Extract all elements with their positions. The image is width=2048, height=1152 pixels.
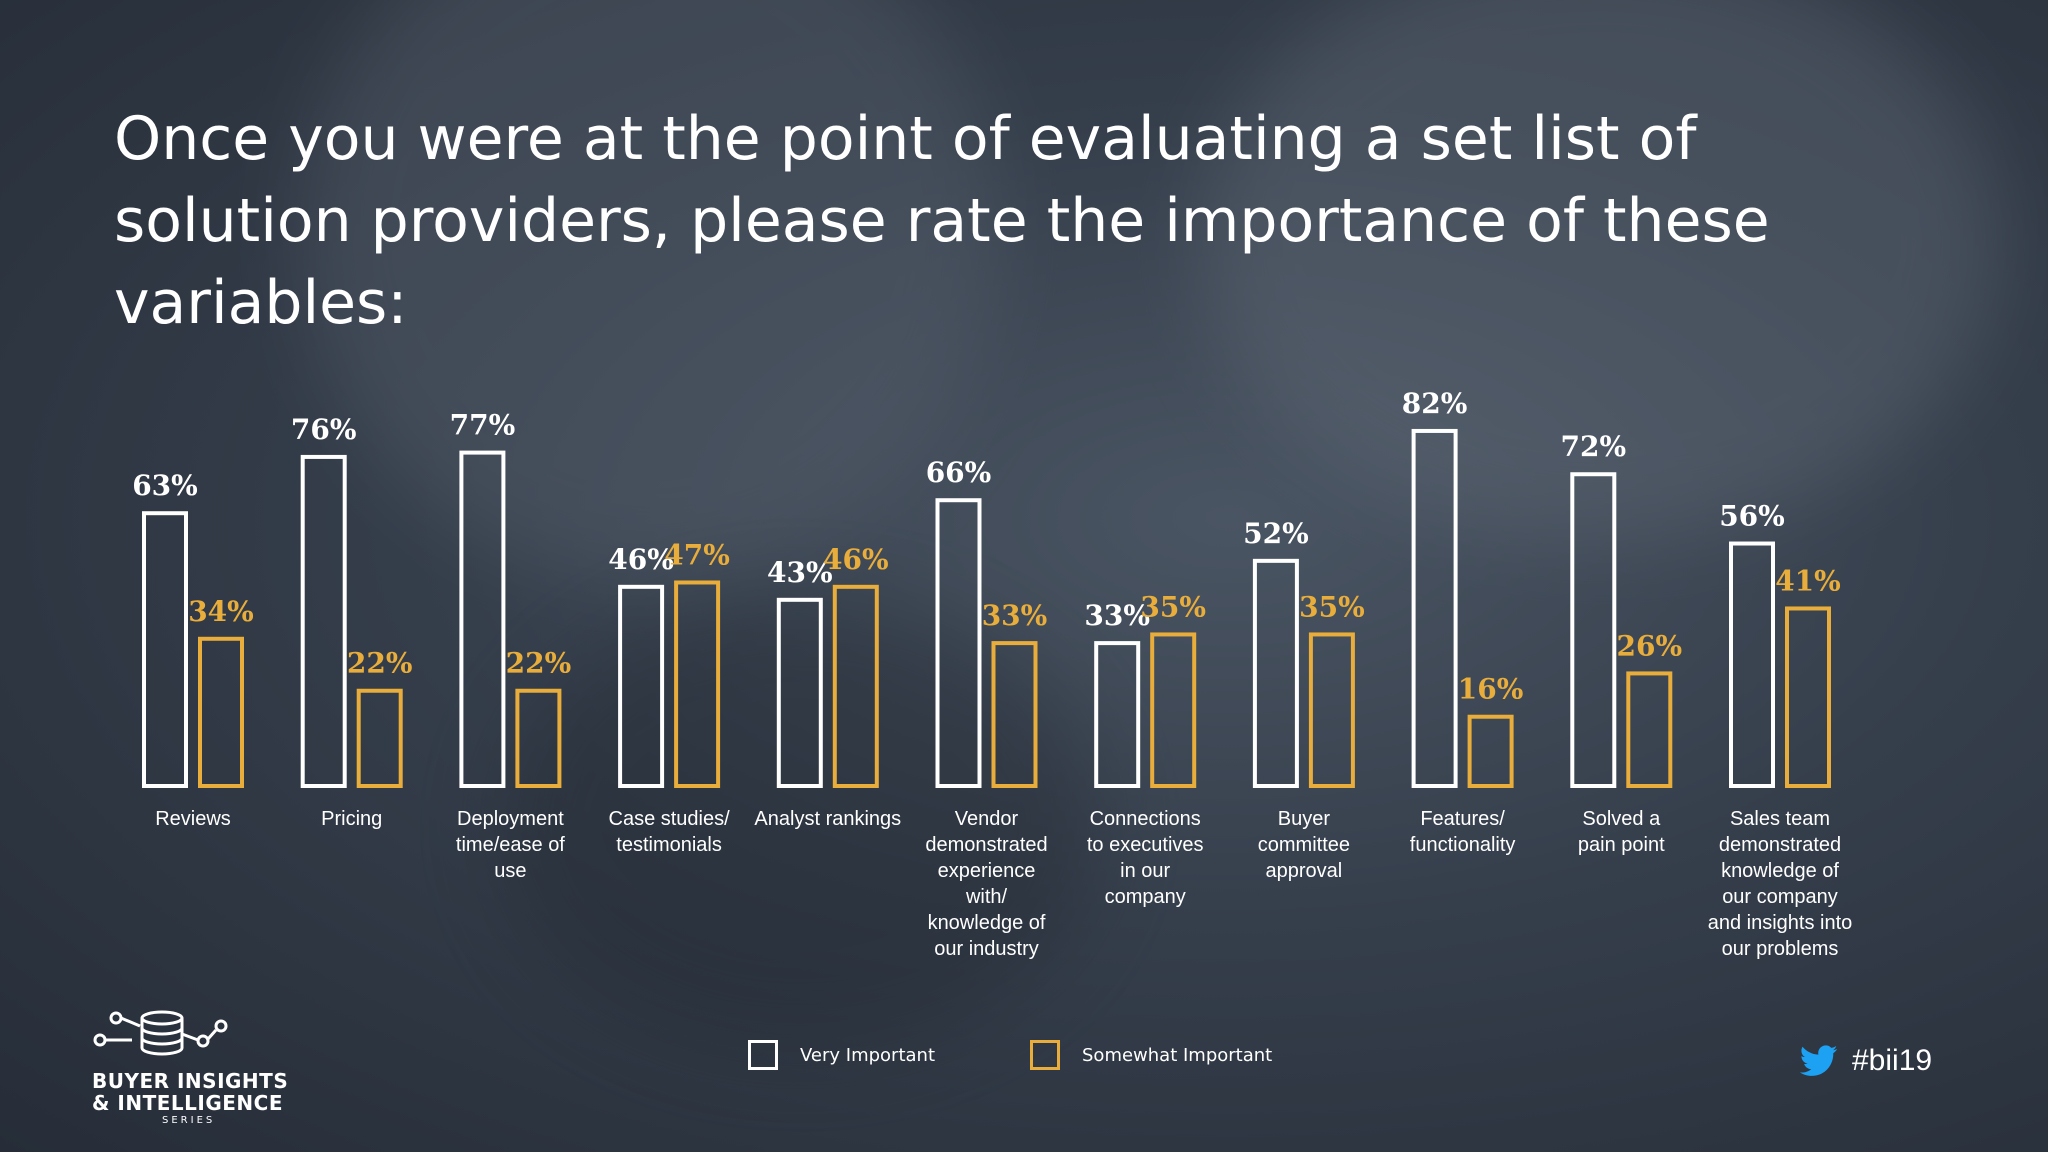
category-label: time/ease of (456, 834, 565, 856)
bar-very-important (300, 454, 347, 788)
bars-group: 63% 34% Reviews 76% 22% Pricing 77% 22% Deployme… (132, 387, 1852, 960)
data-label: 35% (1299, 590, 1365, 623)
category-label: experience (938, 860, 1036, 882)
category-label: Buyer (1278, 808, 1331, 830)
data-label: 76% (291, 413, 357, 446)
legend-label: Very Important (800, 1044, 935, 1066)
category-label: Sales team (1730, 808, 1830, 830)
data-label: 34% (188, 595, 254, 628)
category-label: Solved a (1582, 808, 1661, 830)
data-label: 77% (450, 409, 516, 442)
legend-label: Somewhat Important (1082, 1044, 1273, 1066)
buyer-insights-logo: BUYER INSIGHTS & INTELLIGENCE SERIES (92, 1004, 292, 1126)
category-label: in our (1120, 860, 1170, 882)
category-label: Reviews (155, 808, 231, 830)
bar-somewhat-important (1626, 671, 1673, 788)
category-label: knowledge of (928, 912, 1046, 934)
database-network-icon (93, 1010, 228, 1056)
bar-very-important (618, 584, 665, 788)
category-label: and insights into (1708, 912, 1853, 934)
logo-line-1: BUYER INSIGHTS (92, 1069, 289, 1093)
category-label: approval (1266, 860, 1343, 882)
bar-very-important (1411, 428, 1458, 788)
bar-somewhat-important (1308, 632, 1355, 789)
slide-title: Once you were at the point of evaluating… (114, 104, 1770, 338)
legend-item-somewhat-important: Somewhat Important (1030, 1040, 1272, 1070)
category-label: functionality (1410, 834, 1516, 856)
bar-somewhat-important (1150, 632, 1197, 789)
category-label: our company (1722, 886, 1838, 908)
legend-item-very-important: Very Important (748, 1040, 935, 1070)
bar-somewhat-important (1467, 714, 1514, 788)
social-hashtag: #bii19 (1800, 1044, 1932, 1078)
background-blur-shape (300, 0, 1000, 580)
data-label: 52% (1243, 517, 1309, 550)
category-label: our problems (1722, 938, 1839, 960)
bar-very-important (1252, 558, 1299, 789)
bar-very-important (1094, 641, 1141, 788)
logo-line-2: & INTELLIGENCE (92, 1091, 283, 1115)
data-label: 33% (1084, 599, 1150, 632)
data-label: 47% (664, 538, 730, 571)
bar-somewhat-important (674, 580, 721, 788)
data-label: 33% (982, 599, 1048, 632)
bar-somewhat-important (832, 584, 879, 788)
bar-very-important (776, 597, 823, 788)
data-label: 22% (347, 647, 413, 680)
bar-somewhat-important (198, 636, 244, 789)
category-label: company (1105, 886, 1186, 908)
data-label: 26% (1617, 629, 1683, 662)
bar-very-important (142, 511, 188, 789)
category-label: demonstrated (1719, 834, 1841, 856)
data-label: 35% (1140, 590, 1206, 623)
bar-very-important (1729, 541, 1775, 789)
category-label: pain point (1578, 834, 1665, 856)
data-label: 46% (823, 543, 889, 576)
background-blur-shape (1200, 0, 2000, 540)
bar-somewhat-important (991, 641, 1038, 788)
bar-somewhat-important (1785, 606, 1831, 788)
data-label: 72% (1561, 430, 1627, 463)
data-label: 66% (926, 456, 992, 489)
bar-very-important (459, 450, 506, 788)
category-label: Case studies/ (609, 808, 731, 830)
data-label: 56% (1719, 500, 1785, 533)
bar-somewhat-important (356, 688, 403, 788)
data-label: 82% (1402, 387, 1468, 420)
data-label: 22% (506, 647, 572, 680)
category-label: Analyst rankings (754, 808, 901, 830)
data-label: 63% (132, 469, 198, 502)
category-label: to executives (1087, 834, 1204, 856)
category-label: demonstrated (925, 834, 1047, 856)
category-label: Vendor (955, 808, 1019, 830)
bar-very-important (1570, 472, 1617, 788)
bar-somewhat-important (515, 688, 562, 788)
data-label: 41% (1775, 564, 1841, 597)
hashtag-text: #bii19 (1852, 1044, 1933, 1077)
category-label: our industry (934, 938, 1039, 960)
category-label: Connections (1090, 808, 1201, 830)
category-label: Features/ (1420, 808, 1505, 830)
legend-swatch-very-important (748, 1040, 778, 1070)
background-blur-shape (500, 600, 1100, 1050)
category-label: knowledge of (1721, 860, 1839, 882)
twitter-bird-icon (1800, 1045, 1838, 1076)
data-label: 43% (767, 556, 833, 589)
legend-swatch-somewhat-important (1030, 1040, 1060, 1070)
logo-line-3: SERIES (162, 1115, 216, 1126)
category-label: Deployment (457, 808, 564, 830)
category-label: with/ (965, 886, 1008, 908)
category-label: use (494, 860, 526, 882)
data-label: 46% (608, 543, 674, 576)
category-label: testimonials (616, 834, 722, 856)
category-label: committee (1258, 834, 1350, 856)
bar-very-important (935, 498, 982, 788)
data-label: 16% (1458, 673, 1524, 706)
category-label: Pricing (321, 808, 382, 830)
